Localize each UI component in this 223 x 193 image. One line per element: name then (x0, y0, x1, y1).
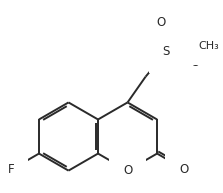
Text: CH₃: CH₃ (198, 41, 219, 51)
Text: O: O (157, 16, 166, 29)
Text: O: O (123, 164, 132, 177)
Text: O: O (180, 163, 189, 176)
Text: O: O (190, 56, 199, 69)
Text: S: S (163, 45, 170, 58)
Text: F: F (8, 163, 14, 176)
